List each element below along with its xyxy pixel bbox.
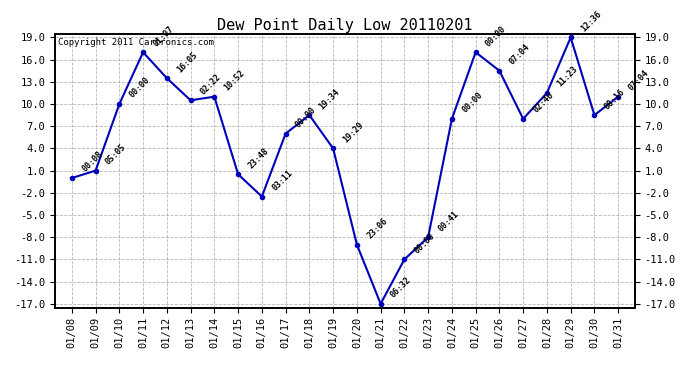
Text: 05:05: 05:05 bbox=[104, 142, 128, 166]
Text: 19:29: 19:29 bbox=[342, 120, 366, 144]
Text: 00:00: 00:00 bbox=[413, 231, 437, 255]
Text: Copyright 2011 Cartronics.com: Copyright 2011 Cartronics.com bbox=[58, 38, 214, 47]
Text: 00:00: 00:00 bbox=[128, 76, 152, 100]
Text: 16:05: 16:05 bbox=[175, 50, 199, 74]
Text: 11:23: 11:23 bbox=[555, 65, 580, 89]
Text: 00:08: 00:08 bbox=[80, 150, 104, 174]
Text: 03:11: 03:11 bbox=[270, 168, 294, 192]
Text: 23:06: 23:06 bbox=[365, 216, 389, 240]
Text: 07:04: 07:04 bbox=[627, 68, 651, 93]
Text: 00:00: 00:00 bbox=[484, 24, 508, 48]
Text: 23:48: 23:48 bbox=[246, 146, 270, 170]
Text: 00:41: 00:41 bbox=[437, 209, 460, 233]
Text: 01:07: 01:07 bbox=[151, 24, 175, 48]
Text: 07:04: 07:04 bbox=[508, 42, 532, 67]
Text: 19:34: 19:34 bbox=[317, 87, 342, 111]
Text: 06:32: 06:32 bbox=[389, 276, 413, 300]
Text: 08:16: 08:16 bbox=[603, 87, 627, 111]
Text: 12:36: 12:36 bbox=[579, 9, 603, 33]
Text: 02:22: 02:22 bbox=[199, 72, 223, 96]
Text: 10:52: 10:52 bbox=[223, 68, 247, 93]
Title: Dew Point Daily Low 20110201: Dew Point Daily Low 20110201 bbox=[217, 18, 473, 33]
Text: 00:00: 00:00 bbox=[294, 105, 318, 129]
Text: 02:46: 02:46 bbox=[531, 91, 555, 115]
Text: 00:00: 00:00 bbox=[460, 91, 484, 115]
